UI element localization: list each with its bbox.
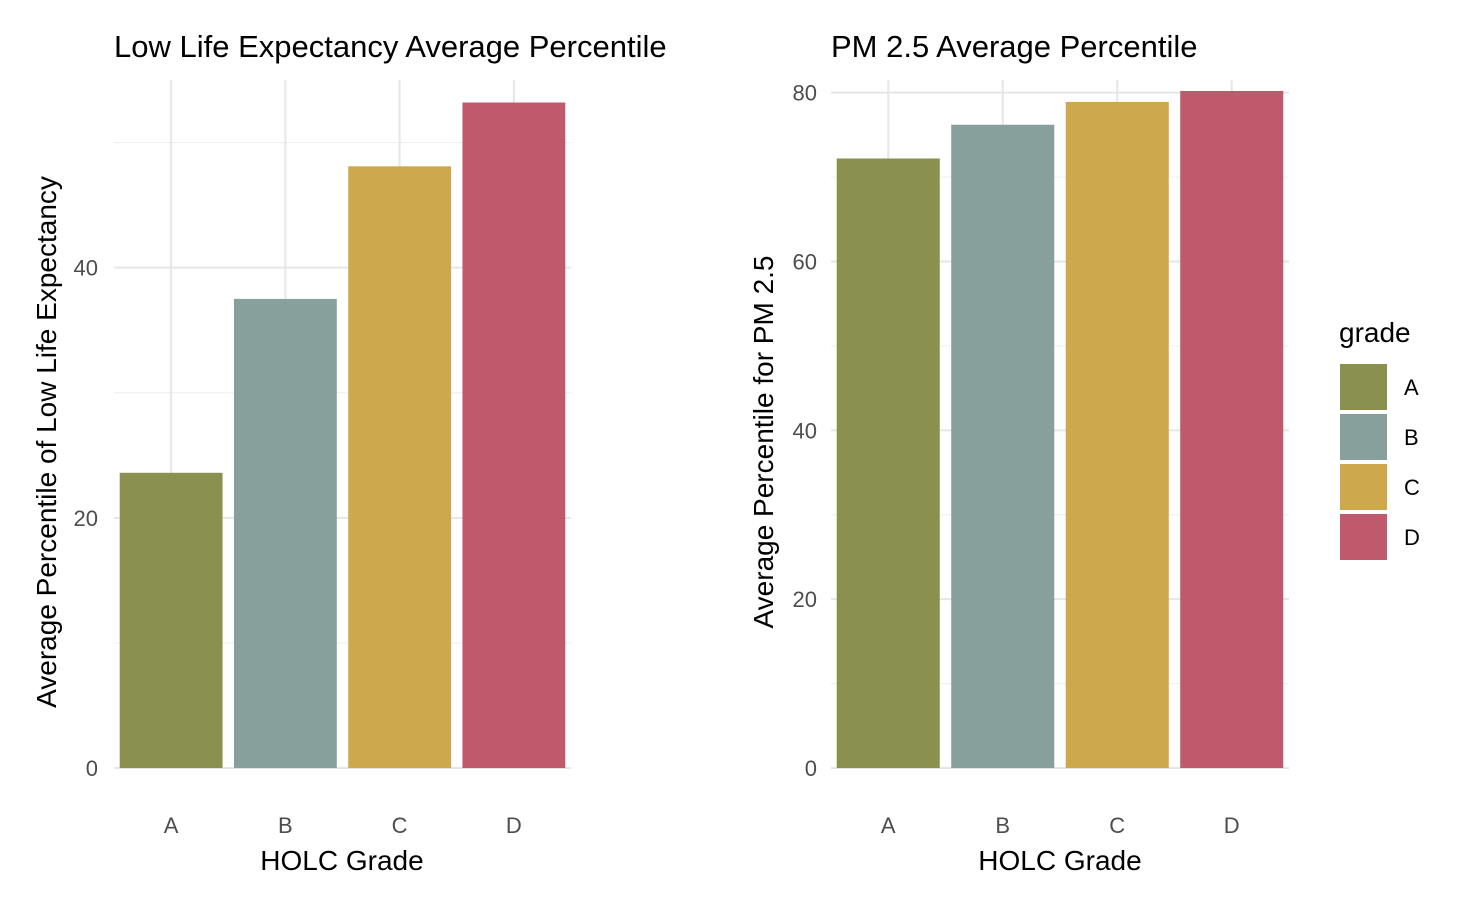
y-tick-label: 20 [793,587,817,612]
bars [836,90,1284,769]
y-axis-title: Average Percentile for PM 2.5 [748,255,779,628]
legend-label-c: C [1404,475,1420,500]
x-tick-label: D [506,813,522,838]
x-tick-label: A [881,813,896,838]
bar-c [348,166,452,768]
legend-swatch-b [1340,414,1387,460]
tick-labels: 0 20 40 60 80 A B C D [793,81,1240,838]
legend-title: grade [1339,317,1411,348]
legend-label-a: A [1404,375,1419,400]
legend-swatch-a [1340,364,1387,410]
x-tick-label: A [164,813,179,838]
legend-label-d: D [1404,525,1420,550]
bar-b [233,298,337,768]
legend-label-b: B [1404,425,1419,450]
y-tick-label: 20 [74,506,98,531]
x-axis-title: HOLC Grade [978,845,1141,876]
y-axis-title: Average Percentile of Low Life Expectanc… [31,176,62,708]
y-tick-label: 0 [86,756,98,781]
y-tick-label: 80 [793,81,817,106]
y-tick-label: 40 [74,256,98,281]
x-tick-label: D [1224,813,1240,838]
chart-title: PM 2.5 Average Percentile [831,29,1197,64]
x-tick-label: C [1109,813,1125,838]
bar-d [1180,90,1284,768]
y-tick-label: 40 [793,418,817,443]
bar-c [1065,101,1169,768]
bar-b [951,124,1055,769]
bars [119,102,566,769]
x-tick-label: B [995,813,1010,838]
chart-title: Low Life Expectancy Average Percentile [114,29,667,64]
bar-a [836,158,940,768]
bar-a [119,472,223,768]
x-axis-title: HOLC Grade [260,845,423,876]
y-tick-label: 60 [793,249,817,274]
legend-swatch-d [1340,514,1387,560]
legend-swatch-c [1340,464,1387,510]
x-tick-label: C [392,813,408,838]
chart-life-expectancy: 0 20 40 A B C D Low Life Expectancy Average Pe… [31,29,667,876]
y-tick-label: 0 [805,756,817,781]
bar-d [462,102,566,769]
x-tick-label: B [278,813,293,838]
tick-labels: 0 20 40 A B C D [74,256,522,838]
